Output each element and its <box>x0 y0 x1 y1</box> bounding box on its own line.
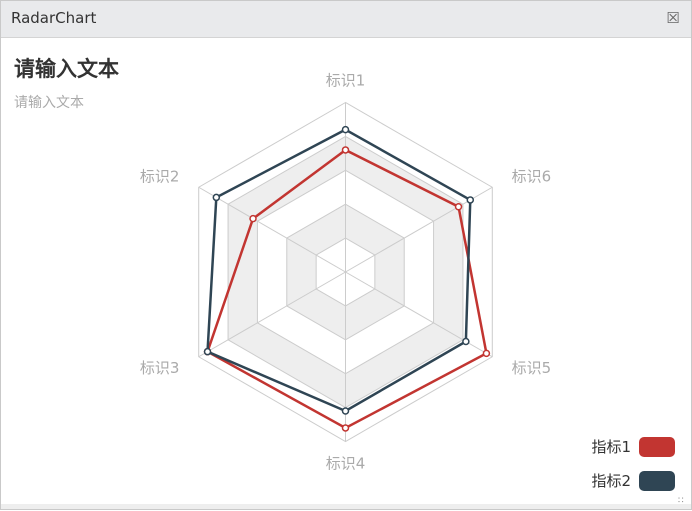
data-point <box>466 196 475 204</box>
data-point <box>203 347 212 356</box>
resize-grip-icon[interactable]: ∷ <box>678 496 684 506</box>
legend-swatch <box>639 470 675 491</box>
indicator-label: 标识5 <box>512 359 552 377</box>
data-point <box>249 214 257 223</box>
data-point <box>454 202 463 211</box>
indicator-label: 标识1 <box>326 72 366 90</box>
indicator-label: 标识4 <box>326 455 366 473</box>
status-bar <box>1 504 691 509</box>
data-point <box>482 349 491 358</box>
indicator-label: 标识2 <box>140 167 180 185</box>
chart-subtitle: 请输入文本 <box>14 95 84 111</box>
legend-label: 指标2 <box>591 472 631 490</box>
legend-swatch <box>639 436 675 457</box>
data-point <box>341 125 350 134</box>
data-point <box>341 424 350 432</box>
legend-label: 指标1 <box>591 438 631 456</box>
window-title: RadarChart <box>11 9 97 27</box>
data-point <box>462 337 470 346</box>
axis-line <box>198 186 346 273</box>
axis-line <box>198 271 346 358</box>
close-icon[interactable]: ☒ <box>666 9 680 27</box>
data-point <box>341 146 350 154</box>
data-point <box>341 407 350 415</box>
indicator-label: 标识3 <box>140 359 180 377</box>
legend-item-2[interactable]: 指标2 <box>591 470 675 491</box>
legend-item-1[interactable]: 指标1 <box>591 436 675 457</box>
title-bar: RadarChart ☒ <box>1 1 691 38</box>
indicator-label: 标识6 <box>512 167 552 185</box>
data-point <box>212 193 221 202</box>
chart-title: 请输入文本 <box>14 57 119 81</box>
